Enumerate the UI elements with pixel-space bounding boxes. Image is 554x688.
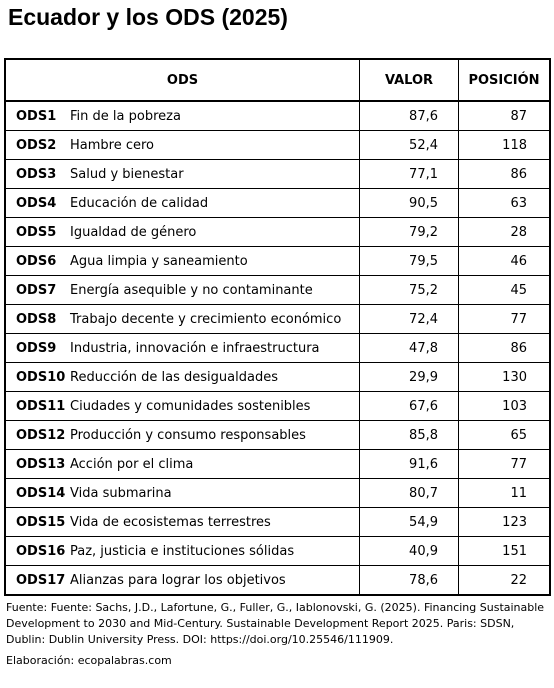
value: 87,6: [359, 100, 459, 131]
ods-code: ODS7: [4, 275, 66, 305]
header-cell: ODS: [4, 58, 360, 102]
position: 86: [458, 159, 551, 189]
value: 80,7: [359, 478, 459, 508]
header-row: ODS VALOR POSICIÓN: [4, 58, 551, 102]
ods-name: Fin de la pobreza: [66, 100, 360, 131]
table-body: ODS1 Fin de la pobreza 87,6 87 ODS2 Hambre ce…: [4, 100, 551, 596]
ods-code: ODS17: [4, 565, 66, 596]
position: 77: [458, 304, 551, 334]
table-row: ODS13 Acción por el clima 91,6 77: [4, 449, 551, 479]
ods-code: ODS11: [4, 391, 66, 421]
ods-name: Acción por el clima: [66, 449, 360, 479]
source-note: Fuente: Fuente: Sachs, J.D., Lafortune, …: [6, 601, 545, 646]
value: 78,6: [359, 565, 459, 596]
ods-name: Hambre cero: [66, 130, 360, 160]
position: 22: [458, 565, 551, 596]
table-row: ODS14 Vida submarina 80,7 11: [4, 478, 551, 508]
table-row: ODS15 Vida de ecosistemas terrestres 54,9 1…: [4, 507, 551, 537]
ods-name: Educación de calidad: [66, 188, 360, 218]
table-row: ODS7 Energía asequible y no contaminante 7…: [4, 275, 551, 305]
ods-code: ODS15: [4, 507, 66, 537]
ods-name: Reducción de las desigualdades: [66, 362, 360, 392]
title: Ecuador y los ODS (2025): [8, 4, 288, 30]
ods-code: ODS14: [4, 478, 66, 508]
value: 91,6: [359, 449, 459, 479]
table-row: ODS11 Ciudades y comunidades sostenibles 6…: [4, 391, 551, 421]
table-row: ODS6 Agua limpia y saneamiento 79,5 46: [4, 246, 551, 276]
ods-code: ODS3: [4, 159, 66, 189]
table-row: ODS17 Alianzas para lograr los objetivos 7…: [4, 565, 551, 596]
table-row: ODS4 Educación de calidad 90,5 63: [4, 188, 551, 218]
value: 47,8: [359, 333, 459, 363]
position: 86: [458, 333, 551, 363]
position: 63: [458, 188, 551, 218]
position: 130: [458, 362, 551, 392]
position: 123: [458, 507, 551, 537]
ods-code: ODS5: [4, 217, 66, 247]
position: 28: [458, 217, 551, 247]
table-row: ODS1 Fin de la pobreza 87,6 87: [4, 100, 551, 131]
ods-code: ODS1: [4, 100, 66, 131]
header-cell: VALOR: [359, 58, 459, 102]
position: 77: [458, 449, 551, 479]
value: 79,5: [359, 246, 459, 276]
value: 85,8: [359, 420, 459, 450]
value: 29,9: [359, 362, 459, 392]
ods-code: ODS10: [4, 362, 66, 392]
ods-name: Paz, justicia e instituciones sólidas: [66, 536, 360, 566]
value: 40,9: [359, 536, 459, 566]
position: 11: [458, 478, 551, 508]
position: 45: [458, 275, 551, 305]
table-row: ODS5 Igualdad de género 79,2 28: [4, 217, 551, 247]
table-row: ODS9 Industria, innovación e infraestruct…: [4, 333, 551, 363]
table-row: ODS3 Salud y bienestar 77,1 86: [4, 159, 551, 189]
position: 46: [458, 246, 551, 276]
position: 118: [458, 130, 551, 160]
ods-name: Trabajo decente y crecimiento económico: [66, 304, 360, 334]
value: 90,5: [359, 188, 459, 218]
ods-name: Vida de ecosistemas terrestres: [66, 507, 360, 537]
ods-code: ODS6: [4, 246, 66, 276]
ods-name: Igualdad de género: [66, 217, 360, 247]
value: 79,2: [359, 217, 459, 247]
table-row: ODS8 Trabajo decente y crecimiento económ…: [4, 304, 551, 334]
table-row: ODS16 Paz, justicia e instituciones sólid…: [4, 536, 551, 566]
position: 151: [458, 536, 551, 566]
ods-name: Vida submarina: [66, 478, 360, 508]
value: 72,4: [359, 304, 459, 334]
value: 54,9: [359, 507, 459, 537]
ods-code: ODS16: [4, 536, 66, 566]
ods-code: ODS4: [4, 188, 66, 218]
ods-name: Ciudades y comunidades sostenibles: [66, 391, 360, 421]
value: 52,4: [359, 130, 459, 160]
ods-code: ODS13: [4, 449, 66, 479]
ods-code: ODS12: [4, 420, 66, 450]
ods-code: ODS8: [4, 304, 66, 334]
ods-name: Agua limpia y saneamiento: [66, 246, 360, 276]
footer: Fuente: Fuente: Sachs, J.D., Lafortune, …: [6, 600, 550, 669]
position: 103: [458, 391, 551, 421]
table-row: ODS12 Producción y consumo responsables 85…: [4, 420, 551, 450]
position: 65: [458, 420, 551, 450]
ods-name: Energía asequible y no contaminante: [66, 275, 360, 305]
header-cell: POSICIÓN: [458, 58, 551, 102]
ods-code: ODS9: [4, 333, 66, 363]
credit: Elaboración: ecopalabras.com: [6, 654, 172, 667]
ods-table: ODS VALOR POSICIÓN ODS1 Fin de la pobreza…: [4, 58, 551, 596]
value: 67,6: [359, 391, 459, 421]
value: 77,1: [359, 159, 459, 189]
ods-code: ODS2: [4, 130, 66, 160]
position: 87: [458, 100, 551, 131]
ods-name: Producción y consumo responsables: [66, 420, 360, 450]
table-row: ODS2 Hambre cero 52,4 118: [4, 130, 551, 160]
ods-name: Alianzas para lograr los objetivos: [66, 565, 360, 596]
ods-name: Industria, innovación e infraestructura: [66, 333, 360, 363]
table-row: ODS10 Reducción de las desigualdades 29,9 1…: [4, 362, 551, 392]
ods-name: Salud y bienestar: [66, 159, 360, 189]
value: 75,2: [359, 275, 459, 305]
